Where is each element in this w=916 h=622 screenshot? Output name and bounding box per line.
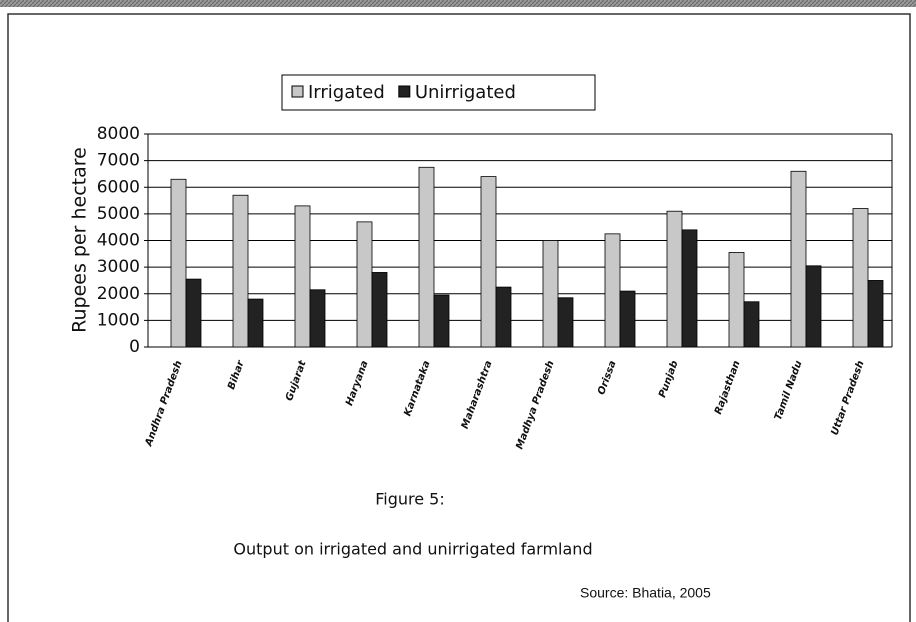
subcaption: Output on irrigated and unirrigated farm… — [233, 540, 592, 559]
x-tick-label: Rajasthan — [713, 359, 743, 416]
bar — [867, 280, 884, 348]
bar — [418, 166, 435, 348]
x-tick-label: Punjab — [657, 359, 681, 399]
legend-box — [281, 74, 596, 111]
bar — [356, 221, 373, 348]
bar — [495, 286, 512, 348]
x-tick-label: Andhra Pradesh — [143, 359, 184, 448]
top-border — [0, 0, 916, 7]
x-tick-label: Maharashtra — [460, 359, 495, 430]
bar — [805, 265, 822, 348]
bar — [247, 298, 264, 348]
y-tick-label: 1000 — [97, 310, 140, 330]
bar — [433, 294, 450, 348]
bar — [232, 194, 249, 348]
bar — [681, 229, 698, 348]
y-tick-label: 4000 — [97, 231, 140, 251]
y-tick-label: 6000 — [97, 177, 140, 197]
x-tick-label: Madhya Pradesh — [514, 359, 556, 451]
bar — [371, 272, 388, 348]
y-axis-label: Rupees per hectare — [69, 147, 91, 333]
bar — [728, 252, 745, 348]
y-tick-label: 2000 — [97, 284, 140, 304]
x-tick-label: Karnataka — [402, 359, 432, 418]
legend-swatch — [291, 85, 304, 98]
legend-swatch — [398, 85, 411, 98]
y-tick-label: 8000 — [97, 124, 140, 144]
y-tick-label: 3000 — [97, 257, 140, 277]
bar — [557, 297, 574, 348]
bar — [185, 278, 202, 348]
x-tick-label: Tamil Nadu — [773, 359, 805, 422]
x-tick-label: Haryana — [344, 359, 371, 407]
bar — [852, 208, 869, 348]
caption: Figure 5: — [375, 490, 445, 509]
y-tick-label: 5000 — [97, 204, 140, 224]
bar — [604, 233, 621, 348]
frame — [7, 13, 911, 622]
x-tick-label: Uttar Pradesh — [829, 359, 866, 437]
bar — [309, 289, 326, 348]
bar — [480, 176, 497, 348]
bar — [619, 290, 636, 348]
legend-label: Irrigated — [308, 82, 385, 103]
bar — [666, 210, 683, 348]
bar — [790, 170, 807, 348]
y-tick-label: 0 — [129, 337, 140, 357]
y-tick-label: 7000 — [97, 151, 140, 171]
legend-label: Unirrigated — [415, 82, 516, 103]
x-tick-label: Orissa — [596, 359, 619, 396]
source: Source: Bhatia, 2005 — [580, 585, 711, 601]
bar — [170, 178, 187, 348]
bar — [294, 205, 311, 348]
bar — [542, 240, 559, 348]
bar — [743, 301, 760, 348]
x-tick-label: Gujarat — [284, 358, 309, 402]
x-tick-label: Bihar — [226, 358, 247, 391]
